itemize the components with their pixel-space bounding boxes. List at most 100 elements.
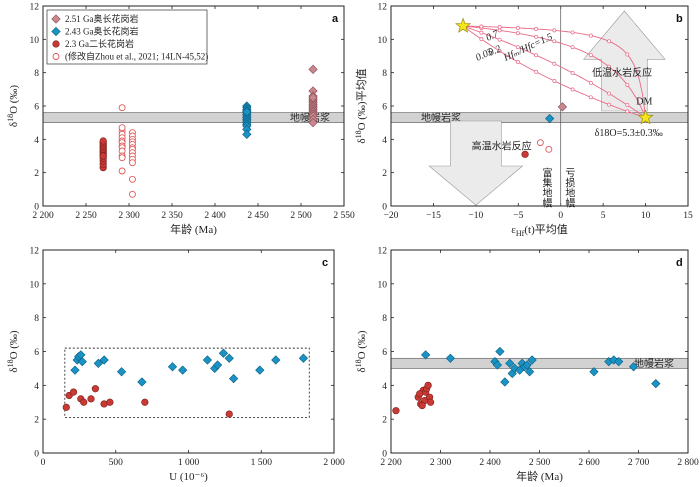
y-axis-label-rest: O (‰) <box>8 85 20 114</box>
endmember-star <box>455 17 472 33</box>
series-circle-red <box>62 385 233 418</box>
mixing-tick <box>515 25 520 30</box>
data-point <box>128 175 136 183</box>
data-point <box>141 398 149 406</box>
data-point <box>99 137 107 145</box>
series-circle-red <box>521 150 529 158</box>
x-tick-label: 2 000 <box>323 458 345 468</box>
y-tick-label: 8 <box>382 69 387 79</box>
x-tick-label: 2 200 <box>380 458 402 468</box>
data-point <box>242 129 252 139</box>
data-point <box>225 410 233 418</box>
x-tick-label: −10 <box>468 211 483 221</box>
panel-label: b <box>676 13 683 25</box>
mixing-ticks <box>479 37 630 114</box>
x-tick-label: 2 700 <box>628 458 650 468</box>
mixing-tick <box>497 49 502 53</box>
data-point <box>445 353 456 363</box>
y-axis-label-sup: 18 <box>354 359 363 367</box>
data-point <box>212 360 223 370</box>
data-point <box>522 360 532 370</box>
y-tick-label: 6 <box>382 103 387 113</box>
data-point <box>308 118 318 128</box>
y-tick-label: 10 <box>30 36 40 46</box>
x-axis-label-main: ε <box>511 224 516 236</box>
mixing-tick <box>625 52 630 57</box>
x-tick-label: 0 <box>558 211 563 221</box>
mantle-label-vertical: 富集地幔 <box>540 166 552 208</box>
annotation: 低温水岩反应 <box>592 66 652 79</box>
plot-frame <box>390 249 689 454</box>
data-point <box>87 395 95 403</box>
mixing-curve-label: 0.7 <box>484 28 501 44</box>
x-tick-label: 1 500 <box>251 458 273 468</box>
x-axis-label-sub: Hf <box>516 229 525 238</box>
plot-frame <box>42 5 345 207</box>
data-point <box>128 159 136 167</box>
band-label: 地幔岩浆 <box>290 111 330 124</box>
x-tick-label: 2 500 <box>290 211 312 221</box>
data-point <box>521 150 529 158</box>
y-tick-label: 6 <box>34 103 39 113</box>
mixing-curve-label: 0.2 <box>487 43 503 58</box>
panel-label: c <box>322 257 328 269</box>
data-point <box>255 365 265 375</box>
mantle-label-vertical: 亏损地幔 <box>563 167 575 208</box>
mixing-tick <box>534 53 539 58</box>
data-point <box>118 167 126 175</box>
data-point <box>545 145 553 153</box>
mixing-tick <box>588 33 593 38</box>
mixing-tick <box>588 80 593 85</box>
data-point <box>416 390 424 398</box>
x-tick-label: 2 200 <box>32 211 54 221</box>
mixing-tick <box>552 28 557 33</box>
y-tick-label: 12 <box>378 3 388 13</box>
y-axis-label-main: δ <box>8 122 20 127</box>
dotted-box <box>64 347 310 418</box>
data-point <box>308 93 318 103</box>
mixing-tick <box>570 45 575 50</box>
mixing-tick <box>479 37 484 42</box>
data-point <box>628 362 639 372</box>
data-point <box>505 358 515 368</box>
panel-label: a <box>332 13 339 25</box>
data-point <box>137 377 147 387</box>
x-tick-label: 2 350 <box>161 211 183 221</box>
y-tick-label: 4 <box>382 382 387 392</box>
panel-label: d <box>676 257 683 269</box>
mixing-tick <box>607 91 612 96</box>
y-tick-label: 10 <box>30 280 40 290</box>
x-tick-label: 2 800 <box>677 458 699 468</box>
mixing-tick <box>552 39 557 44</box>
series-circle-red <box>99 137 107 172</box>
data-point <box>492 360 503 370</box>
plot-area <box>43 250 334 453</box>
y-tick-label: 8 <box>34 314 39 324</box>
y-axis-label-rest: O (‰) <box>356 330 368 359</box>
data-point <box>524 367 535 377</box>
high-temp-arrow <box>428 120 524 206</box>
mixing-tick <box>570 87 575 92</box>
data-point <box>242 107 252 117</box>
data-point <box>116 367 127 377</box>
mixing-tick <box>515 59 520 64</box>
y-axis-label-sup: 18 <box>354 130 363 138</box>
y-axis-label-sup: 18 <box>6 359 15 367</box>
data-point <box>77 357 87 367</box>
y-tick-label: 12 <box>30 3 40 13</box>
y-axis-label-rest: O (‰)平均值 <box>355 68 368 130</box>
data-point <box>495 346 505 357</box>
mixing-tick <box>588 95 593 100</box>
x-tick-label: 0 <box>41 458 46 468</box>
y-tick-label: 12 <box>30 247 40 257</box>
y-tick-label: 6 <box>34 348 39 358</box>
mixing-tick <box>570 71 575 75</box>
data-point <box>99 355 109 365</box>
data-point <box>424 381 432 389</box>
data-point <box>421 350 431 360</box>
series-diamond-blue <box>545 113 555 124</box>
x-axis-label: 年龄 (Ma) <box>170 222 217 236</box>
y-axis-label: δ18O (‰) <box>6 85 20 128</box>
y-tick-label: 4 <box>34 136 39 146</box>
